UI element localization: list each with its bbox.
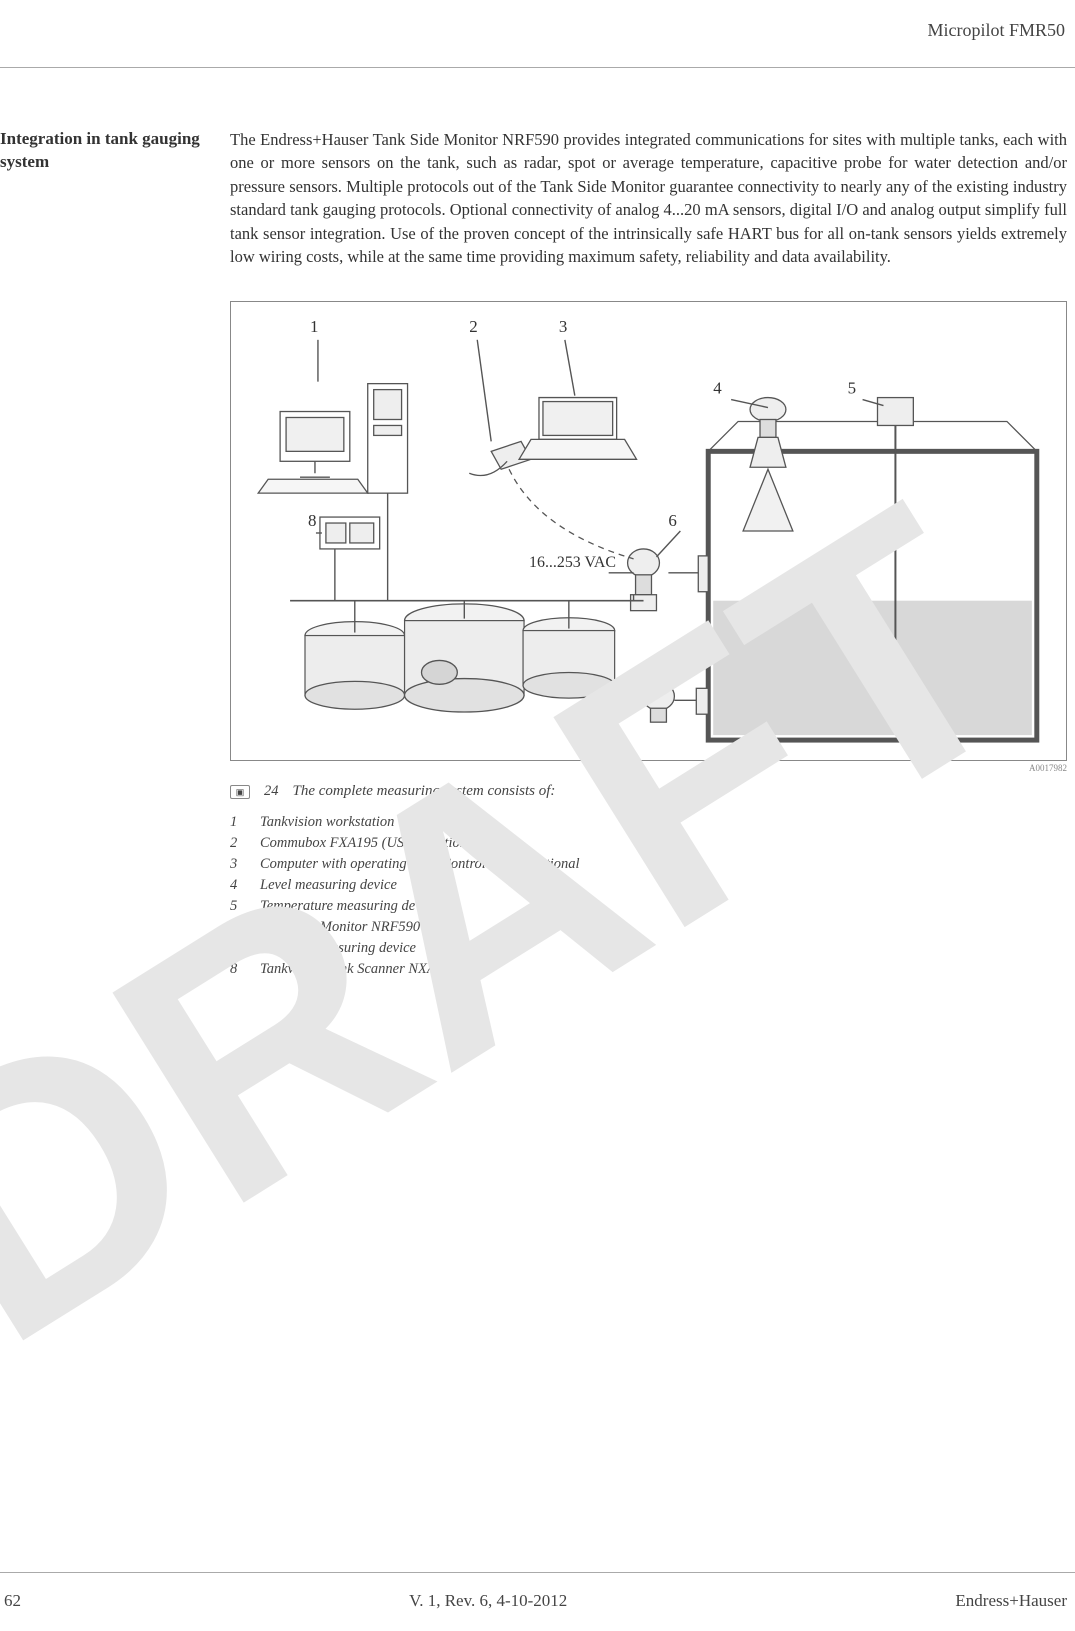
legend-row: 8 Tankvision Tank Scanner NXA820 <box>230 959 1067 980</box>
legend-row: 1 Tankvision workstation <box>230 812 1067 833</box>
figure-code: A0017982 <box>1029 763 1067 773</box>
legend-row: 4 Level measuring device <box>230 875 1067 896</box>
svg-text:8: 8 <box>308 511 316 530</box>
legend-text: Tankvision workstation <box>260 812 394 833</box>
body-area: Integration in tank gauging system The E… <box>0 68 1075 980</box>
main-column: The Endress+Hauser Tank Side Monitor NRF… <box>230 128 1075 980</box>
legend-num: 4 <box>230 875 242 896</box>
legend-num: 5 <box>230 896 242 917</box>
footer-brand: Endress+Hauser <box>955 1591 1067 1611</box>
legend-text: Level measuring device <box>260 875 397 896</box>
svg-text:16...253 VAC: 16...253 VAC <box>529 553 616 570</box>
header-title: Micropilot FMR50 <box>927 20 1065 40</box>
running-header: Micropilot FMR50 <box>0 0 1075 68</box>
caption-icon: ▣ <box>230 785 250 799</box>
legend-text: Temperature measuring device <box>260 896 439 917</box>
figure-caption: ▣ 24 The complete measuring system consi… <box>230 783 1067 800</box>
sidelabel-line2: system <box>0 151 218 174</box>
legend-row: 6 Tank Side Monitor NRF590 <box>230 917 1067 938</box>
legend-num: 1 <box>230 812 242 833</box>
intro-paragraph: The Endress+Hauser Tank Side Monitor NRF… <box>230 128 1067 269</box>
svg-text:7: 7 <box>589 708 597 727</box>
legend-row: 5 Temperature measuring device <box>230 896 1067 917</box>
svg-text:4: 4 <box>713 378 722 397</box>
svg-text:5: 5 <box>848 378 856 397</box>
figure-wrap: 1234567816...253 VAC A0017982 ▣ 24 The c… <box>230 301 1067 980</box>
diagram-svg: 1 2 3 4 5 6 7 8 16...253 VAC <box>231 302 1066 760</box>
svg-text:2: 2 <box>469 316 477 335</box>
svg-text:3: 3 <box>559 316 567 335</box>
legend-text: Tankvision Tank Scanner NXA820 <box>260 959 458 980</box>
page: Micropilot FMR50 Integration in tank gau… <box>0 0 1075 1631</box>
figure-legend: 1 Tankvision workstation 2 Commubox FXA195 … <box>230 812 1067 980</box>
legend-row: 3 Computer with operating tool (ControlCa… <box>230 854 1067 875</box>
legend-text: Tank Side Monitor NRF590 <box>260 917 420 938</box>
legend-num: 2 <box>230 833 242 854</box>
footer-page-number: 62 <box>4 1591 21 1611</box>
page-footer: 62 V. 1, Rev. 6, 4-10-2012 Endress+Hause… <box>0 1572 1075 1631</box>
legend-num: 8 <box>230 959 242 980</box>
legend-text: Pressure measuring device <box>260 938 416 959</box>
svg-text:6: 6 <box>668 511 676 530</box>
legend-num: 3 <box>230 854 242 875</box>
legend-row: 7 Pressure measuring device <box>230 938 1067 959</box>
section-sidelabel: Integration in tank gauging system <box>0 128 230 980</box>
legend-num: 7 <box>230 938 242 959</box>
figure-diagram: 1 2 3 4 5 6 7 8 16...253 VAC <box>230 301 1067 761</box>
legend-text: Computer with operating tool (ControlCar… <box>260 854 580 875</box>
legend-text: Commubox FXA195 (USB) - optional <box>260 833 478 854</box>
footer-version: V. 1, Rev. 6, 4-10-2012 <box>409 1591 567 1611</box>
legend-row: 2 Commubox FXA195 (USB) - optional <box>230 833 1067 854</box>
figure-caption-text: The complete measuring system consists o… <box>293 783 556 800</box>
sidelabel-line1: Integration in tank gauging <box>0 128 218 151</box>
legend-num: 6 <box>230 917 242 938</box>
figure-number: 24 <box>264 783 279 800</box>
svg-text:1: 1 <box>310 316 318 335</box>
